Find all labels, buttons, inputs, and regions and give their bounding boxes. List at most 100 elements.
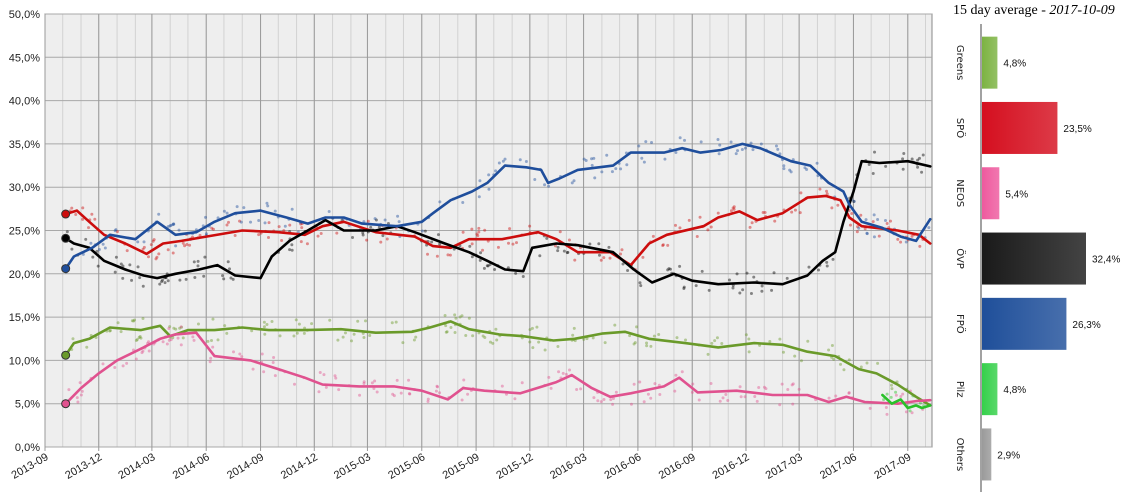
- y-tick-label: 35,0%: [9, 139, 40, 151]
- poll-dot: [130, 278, 134, 282]
- poll-dot: [328, 318, 332, 322]
- poll-dot: [600, 170, 604, 174]
- poll-dot: [408, 392, 412, 396]
- poll-dot: [745, 271, 749, 275]
- poll-dot: [793, 208, 797, 212]
- poll-dot: [815, 161, 819, 165]
- poll-dot: [524, 159, 528, 163]
- poll-dot: [872, 213, 876, 217]
- poll-dot: [501, 159, 505, 163]
- poll-dot: [848, 223, 852, 227]
- poll-dot: [341, 335, 345, 339]
- average-bar: [982, 232, 1086, 285]
- poll-dot: [257, 218, 261, 222]
- poll-dot: [901, 392, 905, 396]
- party-label: Others: [954, 438, 965, 472]
- poll-dot: [729, 140, 733, 144]
- poll-dot: [407, 392, 411, 396]
- poll-dot: [493, 268, 497, 272]
- poll-dot: [556, 345, 560, 349]
- poll-dot: [113, 366, 117, 370]
- poll-dot: [481, 248, 485, 252]
- series-line: [64, 320, 932, 407]
- poll-dot: [710, 341, 714, 345]
- poll-dot: [235, 205, 239, 209]
- poll-dot: [435, 384, 439, 388]
- poll-dot: [193, 275, 197, 279]
- poll-dot: [139, 336, 143, 340]
- poll-dot: [859, 365, 863, 369]
- poll-dot: [481, 334, 485, 338]
- poll-dot: [632, 382, 636, 386]
- poll-dot: [793, 354, 797, 358]
- poll-dot: [538, 254, 542, 258]
- poll-dot: [591, 336, 595, 340]
- poll-dot: [732, 205, 736, 209]
- poll-dot: [227, 267, 231, 271]
- poll-dot: [370, 381, 374, 385]
- start-marker: [61, 399, 71, 409]
- y-tick-label: 10,0%: [9, 355, 40, 367]
- poll-dot: [661, 243, 665, 247]
- poll-dot: [562, 249, 566, 253]
- poll-dot: [449, 326, 453, 330]
- poll-dot: [222, 209, 226, 213]
- poll-dot: [444, 330, 448, 334]
- poll-dot: [645, 341, 649, 345]
- poll-dot: [592, 156, 596, 160]
- poll-dot: [366, 219, 370, 223]
- poll-dot: [90, 212, 94, 216]
- poll-dot: [641, 255, 645, 259]
- poll-dot: [508, 227, 512, 231]
- poll-dot: [700, 269, 704, 273]
- poll-dot: [570, 181, 574, 185]
- poll-dot: [749, 291, 753, 295]
- poll-dot: [916, 165, 920, 169]
- poll-dot: [369, 225, 373, 229]
- poll-dot: [436, 385, 440, 389]
- poll-dot: [81, 217, 85, 221]
- poll-dot: [160, 280, 164, 284]
- poll-dot: [592, 396, 596, 400]
- average-value-label: 32,4%: [1092, 255, 1120, 266]
- poll-dot: [373, 379, 377, 383]
- poll-dot: [556, 245, 560, 249]
- poll-dot: [165, 342, 169, 346]
- y-tick-label: 40,0%: [9, 96, 40, 108]
- poll-dot: [666, 268, 670, 272]
- poll-dot: [471, 334, 475, 338]
- poll-dot: [691, 382, 695, 386]
- poll-dot: [81, 206, 85, 210]
- poll-dot: [161, 278, 165, 282]
- poll-dot: [467, 316, 471, 320]
- poll-dot: [805, 167, 809, 171]
- poll-dot: [280, 238, 284, 242]
- poll-dot: [839, 362, 843, 366]
- poll-dot: [882, 398, 886, 402]
- poll-dot: [545, 236, 549, 240]
- poll-dot: [894, 390, 898, 394]
- poll-dot: [918, 244, 922, 248]
- poll-dot: [678, 136, 682, 140]
- poll-dot: [642, 400, 646, 404]
- poll-dot: [731, 206, 735, 210]
- poll-dot: [138, 335, 142, 339]
- poll-dot: [918, 401, 922, 405]
- poll-dot: [865, 361, 869, 365]
- poll-dot: [698, 215, 702, 219]
- poll-dot: [856, 225, 860, 229]
- poll-dot: [871, 220, 875, 224]
- poll-dot: [901, 157, 905, 161]
- poll-dot: [556, 249, 560, 253]
- poll-dot: [680, 370, 684, 374]
- poll-dot: [876, 218, 880, 222]
- poll-dot: [753, 394, 757, 398]
- x-tick-label: 2016-03: [548, 451, 589, 482]
- poll-dot: [141, 317, 145, 321]
- poll-dot: [632, 342, 636, 346]
- poll-dot: [571, 333, 575, 337]
- poll-dot: [232, 350, 236, 354]
- poll-dot: [889, 383, 893, 387]
- poll-dot: [729, 209, 733, 213]
- poll-dot: [335, 231, 339, 235]
